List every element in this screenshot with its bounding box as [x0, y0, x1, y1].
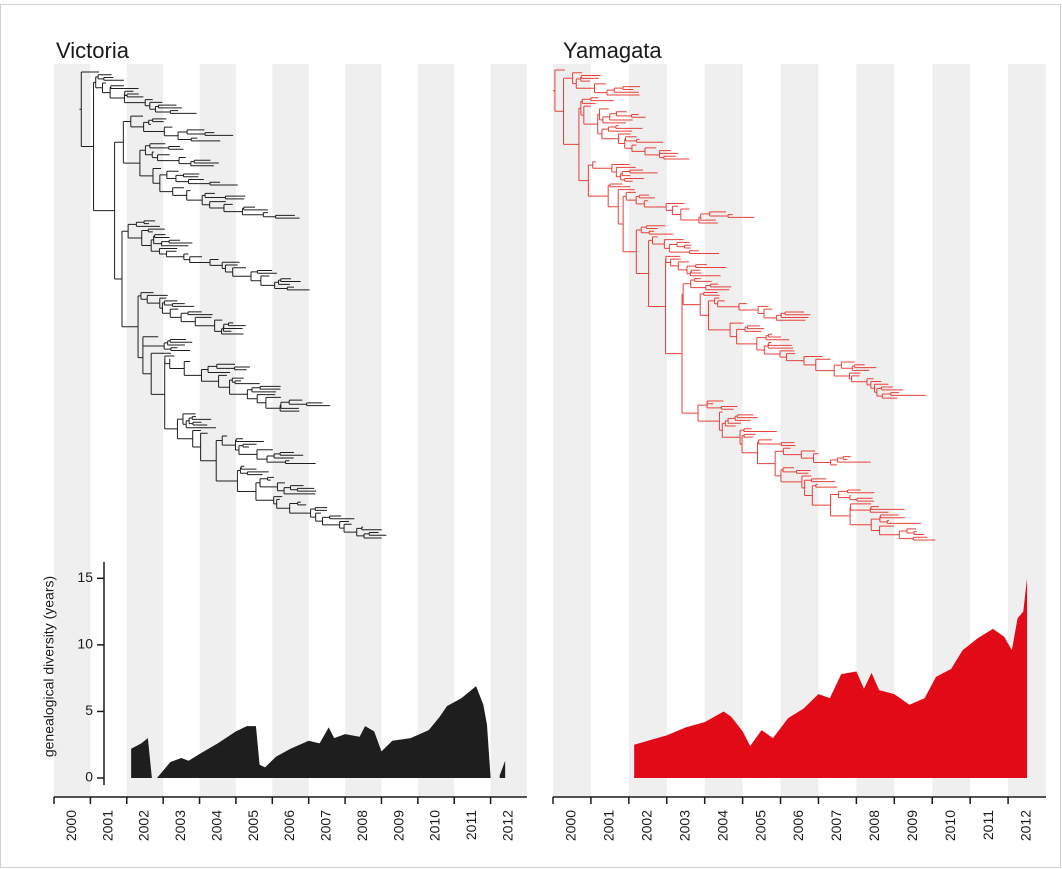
panels: Victoria 2000 2001 2002 2003 2004 2005 2006 2007… — [41, 38, 1046, 841]
panel-title: Yamagata — [563, 38, 662, 63]
x-tick-label: 2008 — [354, 810, 370, 841]
year-stripe — [272, 64, 309, 797]
x-tick-label: 2003 — [172, 810, 188, 841]
x-tick-label: 2010 — [942, 810, 958, 841]
year-stripe — [553, 64, 591, 797]
x-tick-label: 2001 — [99, 810, 115, 841]
x-tick-label: 2009 — [390, 810, 406, 841]
year-stripe — [54, 64, 91, 797]
panel: Victoria 2000 2001 2002 2003 2004 2005 2006 2007… — [41, 38, 527, 841]
area — [634, 578, 1028, 778]
y-tick-label: 0 — [85, 769, 93, 785]
year-stripe — [856, 64, 895, 797]
x-tick-label: 2005 — [752, 810, 768, 841]
y-tick-label: 10 — [77, 636, 93, 652]
phylogeny — [553, 69, 936, 541]
year-stripe — [417, 64, 455, 797]
year-stripe — [780, 64, 819, 797]
x-tick-label: 2002 — [639, 810, 655, 841]
y-axis-label: genealogical diversity (years) — [41, 576, 57, 757]
x-tick-label: 2010 — [427, 810, 443, 841]
x-tick-label: 2008 — [866, 810, 882, 841]
x-tick-label: 2004 — [208, 810, 224, 841]
y-tick-label: 15 — [77, 569, 93, 585]
x-tick-label: 2000 — [563, 810, 579, 841]
x-tick-label: 2009 — [904, 810, 920, 841]
x-tick-label: 2003 — [676, 810, 692, 841]
x-tick-label: 2011 — [980, 810, 996, 840]
panel-title: Victoria — [56, 38, 130, 63]
tree-branches — [79, 71, 387, 539]
year-stripe — [628, 64, 667, 797]
x-tick-label: 2007 — [318, 810, 334, 841]
year-stripe — [199, 64, 236, 797]
year-stripe — [704, 64, 743, 797]
x-tick-label: 2000 — [63, 810, 79, 841]
x-tick-label: 2007 — [828, 810, 844, 841]
year-stripe — [126, 64, 164, 797]
x-tick-label: 2002 — [136, 810, 152, 841]
area — [131, 686, 506, 778]
x-tick-label: 2011 — [463, 810, 479, 840]
year-stripe — [345, 64, 382, 797]
x-tick-label: 2006 — [281, 810, 297, 841]
phylogeny — [79, 71, 387, 539]
x-tick-label: 2012 — [1018, 810, 1034, 841]
tree-branches — [553, 69, 936, 541]
y-tick-label: 5 — [85, 702, 93, 718]
panel: Yamagata 2000 2001 2002 2003 2004 2005 2006 2007… — [552, 38, 1046, 841]
x-tick-label: 2006 — [790, 810, 806, 841]
x-tick-label: 2012 — [500, 810, 516, 841]
x-tick-label: 2005 — [245, 810, 261, 841]
frame — [0, 4, 1061, 868]
x-tick-label: 2004 — [714, 810, 730, 841]
x-tick-label: 2001 — [601, 810, 617, 841]
year-stripe — [490, 64, 527, 797]
